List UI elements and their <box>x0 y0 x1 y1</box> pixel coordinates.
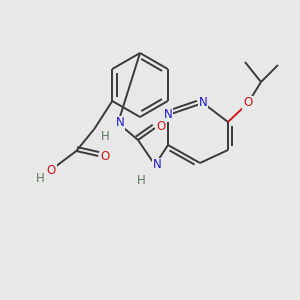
Text: O: O <box>101 149 110 163</box>
Text: H: H <box>100 130 109 143</box>
Text: N: N <box>164 109 172 122</box>
Text: N: N <box>153 158 161 172</box>
Text: O: O <box>243 97 253 110</box>
Text: H: H <box>36 172 45 184</box>
Text: H: H <box>136 173 146 187</box>
Text: N: N <box>199 97 207 110</box>
Text: O: O <box>156 119 166 133</box>
Text: O: O <box>47 164 56 176</box>
Text: N: N <box>116 116 124 130</box>
